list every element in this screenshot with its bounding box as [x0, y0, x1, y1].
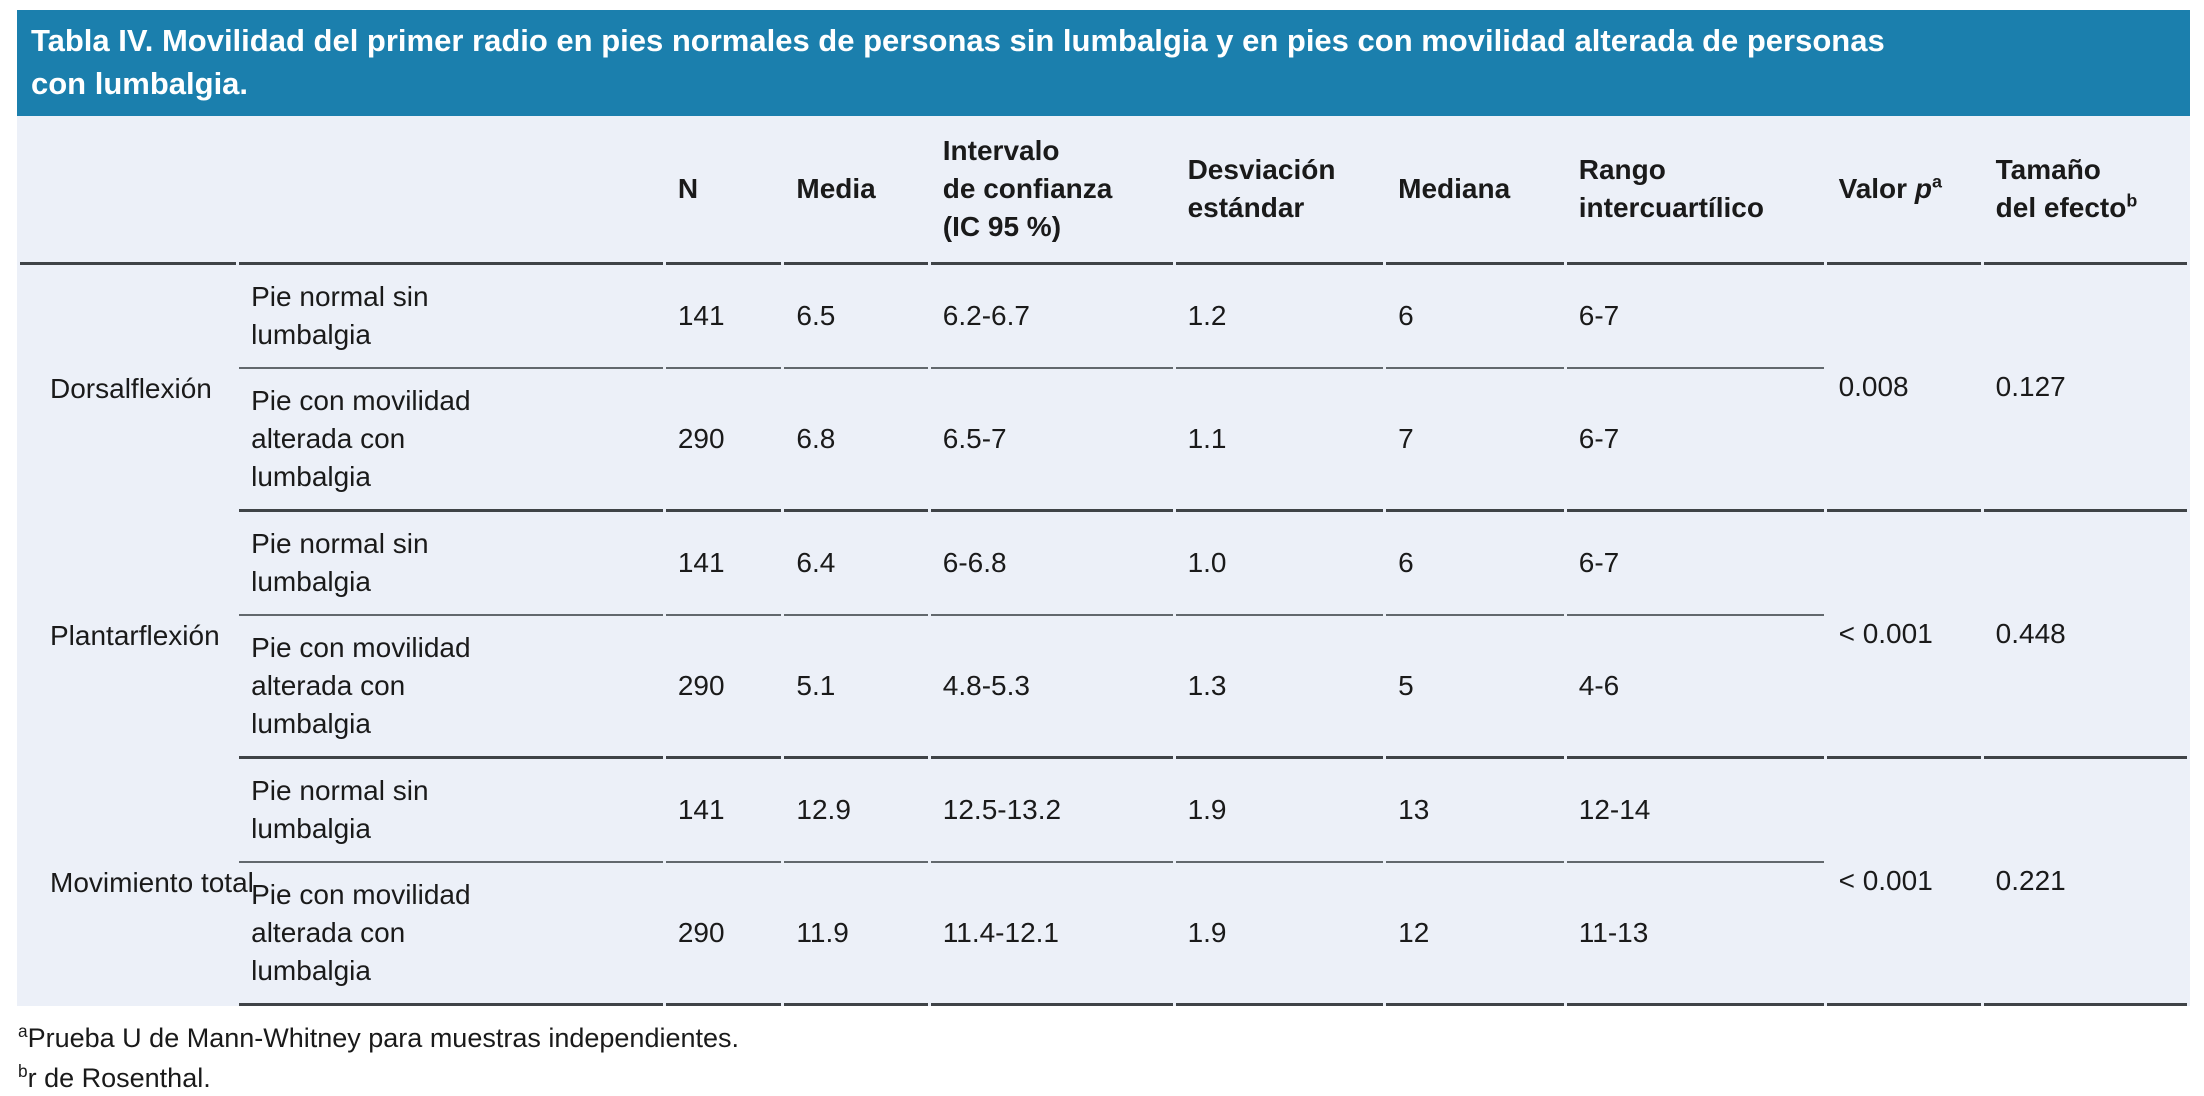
- cell-sd: 1.2: [1175, 265, 1384, 369]
- cell-sd: 1.1: [1175, 369, 1384, 512]
- table-row: Dorsalflexión Pie normal sin lumbalgia 1…: [20, 265, 2187, 512]
- cell-tamano: 0.448: [1983, 512, 2187, 759]
- cell-mediana: 5: [1386, 616, 1564, 759]
- cell-mediana: 6: [1386, 512, 1564, 616]
- cell-ic: 6.2-6.7: [930, 265, 1173, 369]
- footnote-a-text: Prueba U de Mann-Whitney para muestras i…: [27, 1023, 740, 1053]
- footnote-a-sup: a: [18, 1021, 28, 1041]
- header-valor-p-sup: a: [1931, 171, 1942, 192]
- cell-sd: 1.9: [1175, 863, 1384, 1006]
- cell-ic: 12.5-13.2: [930, 759, 1173, 863]
- header-desviacion-estandar: Desviación estándar: [1175, 116, 1384, 265]
- header-valor-p-text: Valor: [1838, 173, 1915, 204]
- cell-tamano: 0.127: [1983, 265, 2187, 512]
- cell-foot-type: Pie normal sin lumbalgia: [239, 512, 663, 616]
- cell-foot-type: Pie con movilidad alterada con lumbalgia: [239, 369, 663, 512]
- table-row: Pie con movilidad alterada con lumbalgia…: [20, 863, 2187, 1006]
- header-mediana: Mediana: [1386, 116, 1564, 265]
- cell-rango: 12-14: [1566, 759, 1824, 863]
- cell-n: 141: [665, 759, 782, 863]
- cell-rango: 6-7: [1566, 512, 1824, 616]
- cell-valor-p: < 0.001: [1826, 759, 1981, 1006]
- header-rango-intercuartilico: Rango intercuartílico: [1566, 116, 1824, 265]
- header-n: N: [665, 116, 782, 265]
- cell-n: 141: [665, 512, 782, 616]
- cell-group-label: Movimiento total: [50, 866, 254, 898]
- header-row: N Media Intervalo de confianza (IC 95 %)…: [20, 116, 2187, 265]
- header-foot-type: [239, 116, 663, 265]
- cell-sd: 1.9: [1175, 759, 1384, 863]
- header-tamano-line1: Tamaño: [1995, 154, 2101, 185]
- header-tamano-efecto: Tamaño del efectob: [1983, 116, 2187, 265]
- header-tamano-line2: del efecto: [1995, 192, 2127, 223]
- cell-sd: 1.0: [1175, 512, 1384, 616]
- table-row: Movimiento total Pie normal sin lumbalgi…: [20, 759, 2187, 1006]
- cell-mediana: 13: [1386, 759, 1564, 863]
- cell-n: 290: [665, 863, 782, 1006]
- table-title: Tabla IV. Movilidad del primer radio en …: [17, 10, 2190, 116]
- cell-group-label: Dorsalflexión: [50, 372, 212, 404]
- cell-rango: 6-7: [1566, 265, 1824, 369]
- cell-media: 6.4: [784, 512, 928, 616]
- header-intervalo-confianza: Intervalo de confianza (IC 95 %): [930, 116, 1173, 265]
- header-valor-p: Valor pa: [1826, 116, 1981, 265]
- cell-mediana: 12: [1386, 863, 1564, 1006]
- cell-foot-type: Pie normal sin lumbalgia: [239, 759, 663, 863]
- cell-media: 12.9: [784, 759, 928, 863]
- cell-ic: 6.5-7: [930, 369, 1173, 512]
- cell-sd: 1.3: [1175, 616, 1384, 759]
- header-media: Media: [784, 116, 928, 265]
- table-row: Pie con movilidad alterada con lumbalgia…: [20, 616, 2187, 759]
- cell-foot-type: Pie normal sin lumbalgia: [239, 265, 663, 369]
- cell-rango: 6-7: [1566, 369, 1824, 512]
- header-tamano-sup: b: [2126, 190, 2138, 211]
- statistics-table: N Media Intervalo de confianza (IC 95 %)…: [17, 116, 2190, 1006]
- cell-ic: 11.4-12.1: [930, 863, 1173, 1006]
- footnote-b-sup: b: [18, 1061, 28, 1081]
- cell-rango: 4-6: [1566, 616, 1824, 759]
- cell-mediana: 7: [1386, 369, 1564, 512]
- footnote-b: br de Rosenthal.: [18, 1058, 2190, 1096]
- cell-n: 141: [665, 265, 782, 369]
- cell-n: 290: [665, 616, 782, 759]
- cell-media: 6.8: [784, 369, 928, 512]
- cell-ic: 4.8-5.3: [930, 616, 1173, 759]
- cell-valor-p: < 0.001: [1826, 512, 1981, 759]
- cell-group-label: Plantarflexión: [50, 619, 220, 651]
- header-movement: [20, 116, 237, 265]
- footnote-b-text: r de Rosenthal.: [27, 1063, 211, 1093]
- cell-foot-type: Pie con movilidad alterada con lumbalgia: [239, 616, 663, 759]
- header-valor-p-italic: p: [1914, 173, 1932, 204]
- table-figure: Tabla IV. Movilidad del primer radio en …: [17, 10, 2190, 1096]
- cell-media: 11.9: [784, 863, 928, 1006]
- cell-n: 290: [665, 369, 782, 512]
- cell-media: 6.5: [784, 265, 928, 369]
- table-row: Plantarflexión Pie normal sin lumbalgia …: [20, 512, 2187, 759]
- cell-ic: 6-6.8: [930, 512, 1173, 616]
- cell-valor-p: 0.008: [1826, 265, 1981, 512]
- cell-tamano: 0.221: [1983, 759, 2187, 1006]
- footnotes: aPrueba U de Mann-Whitney para muestras …: [17, 1006, 2190, 1096]
- cell-mediana: 6: [1386, 265, 1564, 369]
- footnote-a: aPrueba U de Mann-Whitney para muestras …: [18, 1018, 2190, 1058]
- cell-media: 5.1: [784, 616, 928, 759]
- cell-foot-type: Pie con movilidad alterada con lumbalgia: [239, 863, 663, 1006]
- cell-rango: 11-13: [1566, 863, 1824, 1006]
- table-row: Pie con movilidad alterada con lumbalgia…: [20, 369, 2187, 512]
